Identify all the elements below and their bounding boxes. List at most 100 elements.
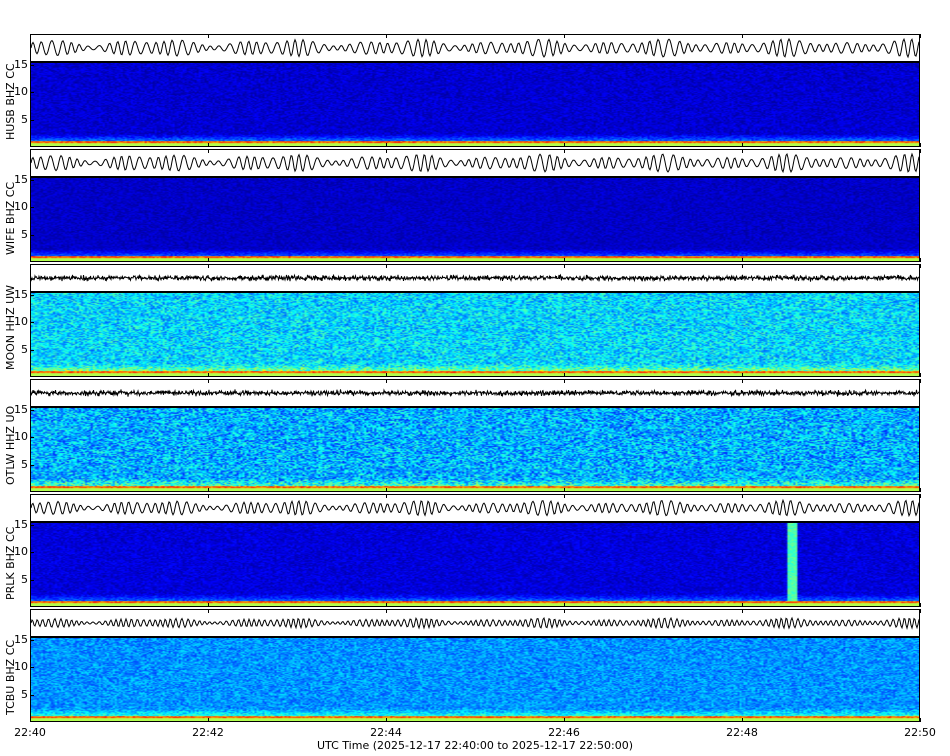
x-tick-mark (564, 494, 565, 498)
y-tick-mark (30, 207, 34, 208)
x-tick-mark (386, 718, 387, 722)
x-tick-mark (386, 143, 387, 147)
x-tick-mark (742, 718, 743, 722)
y-tick-label: 15 (8, 288, 28, 301)
x-tick-mark (920, 264, 921, 268)
y-tick-label: 15 (8, 58, 28, 71)
y-tick-label: 15 (8, 518, 28, 531)
y-tick-label: 10 (8, 85, 28, 98)
waveform-line (31, 500, 919, 515)
spectrogram-panel (30, 522, 920, 607)
y-tick-mark (30, 580, 34, 581)
y-tick-mark (30, 640, 34, 641)
spectrogram-panel (30, 637, 920, 722)
x-tick-mark (386, 373, 387, 377)
x-tick-mark (386, 379, 387, 383)
spectrogram-panel (30, 407, 920, 492)
x-tick-mark (208, 609, 209, 613)
x-tick-mark (564, 264, 565, 268)
waveform-line (31, 39, 919, 57)
spectrogram-image (31, 523, 919, 606)
x-tick-mark (30, 258, 31, 262)
x-tick-mark (30, 603, 31, 607)
spectrogram-panel (30, 62, 920, 147)
x-tick-mark (30, 718, 31, 722)
y-tick-label: 15 (8, 403, 28, 416)
x-tick-mark (208, 603, 209, 607)
y-tick-mark (30, 65, 34, 66)
y-tick-mark (30, 437, 34, 438)
y-tick-label: 5 (8, 573, 28, 586)
x-tick-mark (386, 609, 387, 613)
x-tick-mark (920, 34, 921, 38)
x-tick-mark (920, 149, 921, 153)
x-tick-mark (920, 379, 921, 383)
x-tick-mark (742, 603, 743, 607)
x-tick-mark (30, 488, 31, 492)
x-tick-mark (208, 488, 209, 492)
y-tick-mark (30, 92, 34, 93)
x-tick-mark (386, 34, 387, 38)
y-tick-mark (30, 120, 34, 121)
y-tick-label: 10 (8, 545, 28, 558)
x-tick-mark (208, 373, 209, 377)
y-tick-mark (30, 235, 34, 236)
y-tick-label: 5 (8, 688, 28, 701)
spectrogram-panel (30, 177, 920, 262)
x-tick-mark (742, 258, 743, 262)
station-label: WIFE BHZ CC (4, 182, 17, 255)
x-tick-mark (386, 494, 387, 498)
y-tick-label: 5 (8, 228, 28, 241)
x-tick-mark (920, 603, 921, 607)
x-tick-mark (208, 494, 209, 498)
x-tick-label: 22:50 (890, 726, 950, 739)
y-tick-mark (30, 350, 34, 351)
x-tick-label: 22:40 (0, 726, 60, 739)
x-tick-mark (30, 264, 31, 268)
y-tick-mark (30, 410, 34, 411)
waveform-trace (30, 379, 920, 407)
y-tick-label: 5 (8, 343, 28, 356)
x-tick-mark (30, 149, 31, 153)
x-tick-mark (920, 258, 921, 262)
x-tick-mark (208, 258, 209, 262)
x-tick-mark (30, 494, 31, 498)
x-tick-mark (564, 379, 565, 383)
x-tick-mark (386, 603, 387, 607)
x-tick-mark (30, 373, 31, 377)
spectrogram-panel (30, 292, 920, 377)
y-tick-mark (30, 525, 34, 526)
x-tick-mark (564, 143, 565, 147)
x-tick-mark (30, 609, 31, 613)
x-tick-mark (920, 494, 921, 498)
x-tick-mark (564, 149, 565, 153)
x-tick-mark (30, 143, 31, 147)
station-label: OTLW HHZ UO (4, 406, 17, 485)
y-tick-mark (30, 552, 34, 553)
x-axis-label: UTC Time (2025-12-17 22:40:00 to 2025-12… (0, 739, 950, 752)
x-tick-mark (30, 34, 31, 38)
x-tick-mark (742, 494, 743, 498)
x-tick-mark (208, 149, 209, 153)
y-tick-mark (30, 667, 34, 668)
x-tick-mark (742, 373, 743, 377)
y-tick-label: 15 (8, 173, 28, 186)
x-tick-mark (208, 718, 209, 722)
x-tick-mark (208, 34, 209, 38)
y-tick-mark (30, 295, 34, 296)
y-tick-mark (30, 695, 34, 696)
x-tick-mark (742, 609, 743, 613)
x-tick-mark (564, 609, 565, 613)
y-tick-mark (30, 465, 34, 466)
x-tick-mark (386, 149, 387, 153)
x-tick-mark (386, 488, 387, 492)
spectrogram-image (31, 178, 919, 261)
x-tick-mark (742, 488, 743, 492)
y-tick-label: 5 (8, 113, 28, 126)
spectrogram-image (31, 638, 919, 721)
waveform-trace (30, 494, 920, 522)
y-tick-label: 10 (8, 430, 28, 443)
station-label: HUSB BHZ CC (4, 63, 17, 140)
x-tick-mark (208, 143, 209, 147)
x-tick-mark (564, 258, 565, 262)
